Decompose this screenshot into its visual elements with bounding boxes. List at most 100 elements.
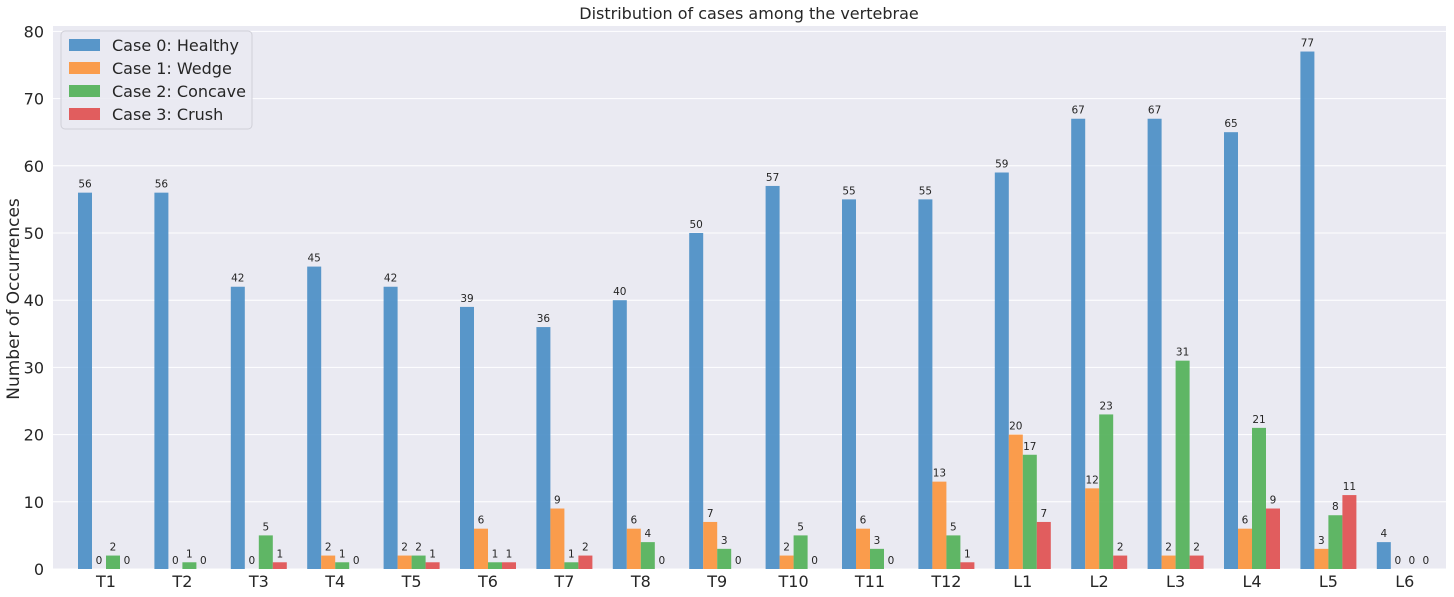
bar-l6-case0 bbox=[1376, 542, 1391, 569]
y-tick-label: 40 bbox=[24, 291, 44, 310]
legend-entry: Case 1: Wedge bbox=[112, 59, 232, 78]
data-label: 8 bbox=[1332, 501, 1339, 513]
data-label: 77 bbox=[1301, 38, 1314, 50]
data-label: 3 bbox=[874, 535, 881, 547]
bar-l1-case3 bbox=[1036, 521, 1051, 569]
y-tick-label: 70 bbox=[24, 90, 44, 109]
data-label: 2 bbox=[401, 542, 408, 554]
bar-t11-case0 bbox=[842, 199, 856, 569]
data-label: 2 bbox=[1117, 542, 1124, 554]
plot-background bbox=[53, 26, 1446, 569]
bar-t5-case2 bbox=[411, 555, 426, 569]
bar-l2-case0 bbox=[1071, 118, 1086, 569]
bar-l2-case2 bbox=[1099, 414, 1114, 569]
data-label: 0 bbox=[248, 555, 255, 567]
bar-l5-case1 bbox=[1314, 548, 1329, 569]
data-label: 5 bbox=[950, 521, 957, 533]
x-tick-label: L1 bbox=[1013, 572, 1032, 591]
x-tick-label: T11 bbox=[854, 572, 885, 591]
data-label: 59 bbox=[995, 159, 1008, 171]
bar-l1-case2 bbox=[1022, 454, 1037, 569]
legend-entry: Case 0: Healthy bbox=[112, 36, 239, 55]
x-tick-label: L6 bbox=[1395, 572, 1414, 591]
y-tick-label: 80 bbox=[24, 22, 44, 41]
bar-t8-case0 bbox=[612, 300, 627, 569]
y-tick-label: 20 bbox=[24, 426, 44, 445]
data-label: 36 bbox=[537, 313, 551, 325]
data-label: 50 bbox=[690, 219, 703, 231]
bar-t10-case2 bbox=[793, 535, 808, 569]
x-tick-label: T7 bbox=[553, 572, 574, 591]
bar-t9-case1 bbox=[703, 521, 718, 569]
bar-l4-case3 bbox=[1266, 508, 1280, 569]
data-label: 13 bbox=[933, 468, 946, 480]
legend-swatch bbox=[69, 39, 100, 51]
bar-t3-case3 bbox=[272, 562, 287, 569]
bar-t11-case2 bbox=[870, 548, 884, 569]
bar-t3-case0 bbox=[230, 286, 245, 569]
bar-l5-case0 bbox=[1300, 51, 1315, 570]
bar-t6-case1 bbox=[474, 528, 488, 569]
chart-title: Distribution of cases among the vertebra… bbox=[579, 4, 918, 23]
bar-l3-case3 bbox=[1189, 555, 1204, 569]
bar-t8-case2 bbox=[640, 542, 655, 569]
bar-l4-case2 bbox=[1252, 427, 1266, 569]
data-label: 6 bbox=[630, 515, 637, 527]
data-label: 23 bbox=[1100, 400, 1113, 412]
data-label: 31 bbox=[1176, 347, 1189, 359]
data-label: 9 bbox=[1270, 495, 1277, 507]
bar-t1-case0 bbox=[78, 192, 92, 569]
data-label: 1 bbox=[186, 548, 193, 560]
y-tick-label: 0 bbox=[34, 560, 44, 579]
x-tick-label: L4 bbox=[1242, 572, 1261, 591]
x-tick-label: T12 bbox=[930, 572, 961, 591]
bar-t10-case0 bbox=[765, 185, 780, 570]
data-label: 2 bbox=[582, 542, 589, 554]
bar-t6-case3 bbox=[502, 562, 516, 569]
data-label: 1 bbox=[506, 548, 513, 560]
x-tick-label: L2 bbox=[1090, 572, 1109, 591]
legend-swatch bbox=[69, 108, 100, 120]
data-label: 42 bbox=[384, 273, 397, 285]
data-label: 20 bbox=[1009, 421, 1022, 433]
x-tick-label: T3 bbox=[248, 572, 269, 591]
data-label: 1 bbox=[339, 548, 346, 560]
data-label: 2 bbox=[1193, 542, 1200, 554]
data-label: 0 bbox=[658, 555, 665, 567]
data-label: 5 bbox=[262, 521, 269, 533]
data-label: 6 bbox=[1242, 515, 1249, 527]
bar-t8-case1 bbox=[626, 528, 641, 569]
data-label: 0 bbox=[124, 555, 131, 567]
data-label: 1 bbox=[964, 548, 971, 560]
bar-t4-case0 bbox=[307, 266, 322, 569]
data-label: 7 bbox=[707, 508, 714, 520]
x-tick-label: T8 bbox=[630, 572, 651, 591]
legend-entry: Case 2: Concave bbox=[112, 82, 246, 101]
data-label: 5 bbox=[797, 521, 804, 533]
x-tick-label: T10 bbox=[778, 572, 809, 591]
data-label: 9 bbox=[554, 495, 561, 507]
data-label: 1 bbox=[429, 548, 436, 560]
x-tick-label: T4 bbox=[324, 572, 345, 591]
y-tick-label: 10 bbox=[24, 493, 44, 512]
bar-t5-case1 bbox=[397, 555, 412, 569]
x-tick-label: T1 bbox=[95, 572, 116, 591]
x-tick-label: T6 bbox=[477, 572, 498, 591]
data-label: 45 bbox=[308, 253, 321, 265]
bar-t7-case2 bbox=[564, 562, 579, 569]
data-label: 0 bbox=[888, 555, 895, 567]
bar-t6-case0 bbox=[460, 306, 474, 569]
data-label: 7 bbox=[1040, 508, 1047, 520]
y-tick-labels: 0 10 20 30 40 50 60 70 80 bbox=[24, 22, 44, 579]
bar-t2-case2 bbox=[182, 562, 197, 569]
data-label: 42 bbox=[231, 273, 244, 285]
data-label: 2 bbox=[1165, 542, 1172, 554]
bar-t2-case0 bbox=[154, 192, 169, 569]
data-label: 67 bbox=[1072, 105, 1085, 117]
data-label: 67 bbox=[1148, 105, 1161, 117]
bar-l5-case3 bbox=[1342, 495, 1357, 569]
bar-l2-case3 bbox=[1113, 555, 1128, 569]
bar-t10-case1 bbox=[779, 555, 794, 569]
